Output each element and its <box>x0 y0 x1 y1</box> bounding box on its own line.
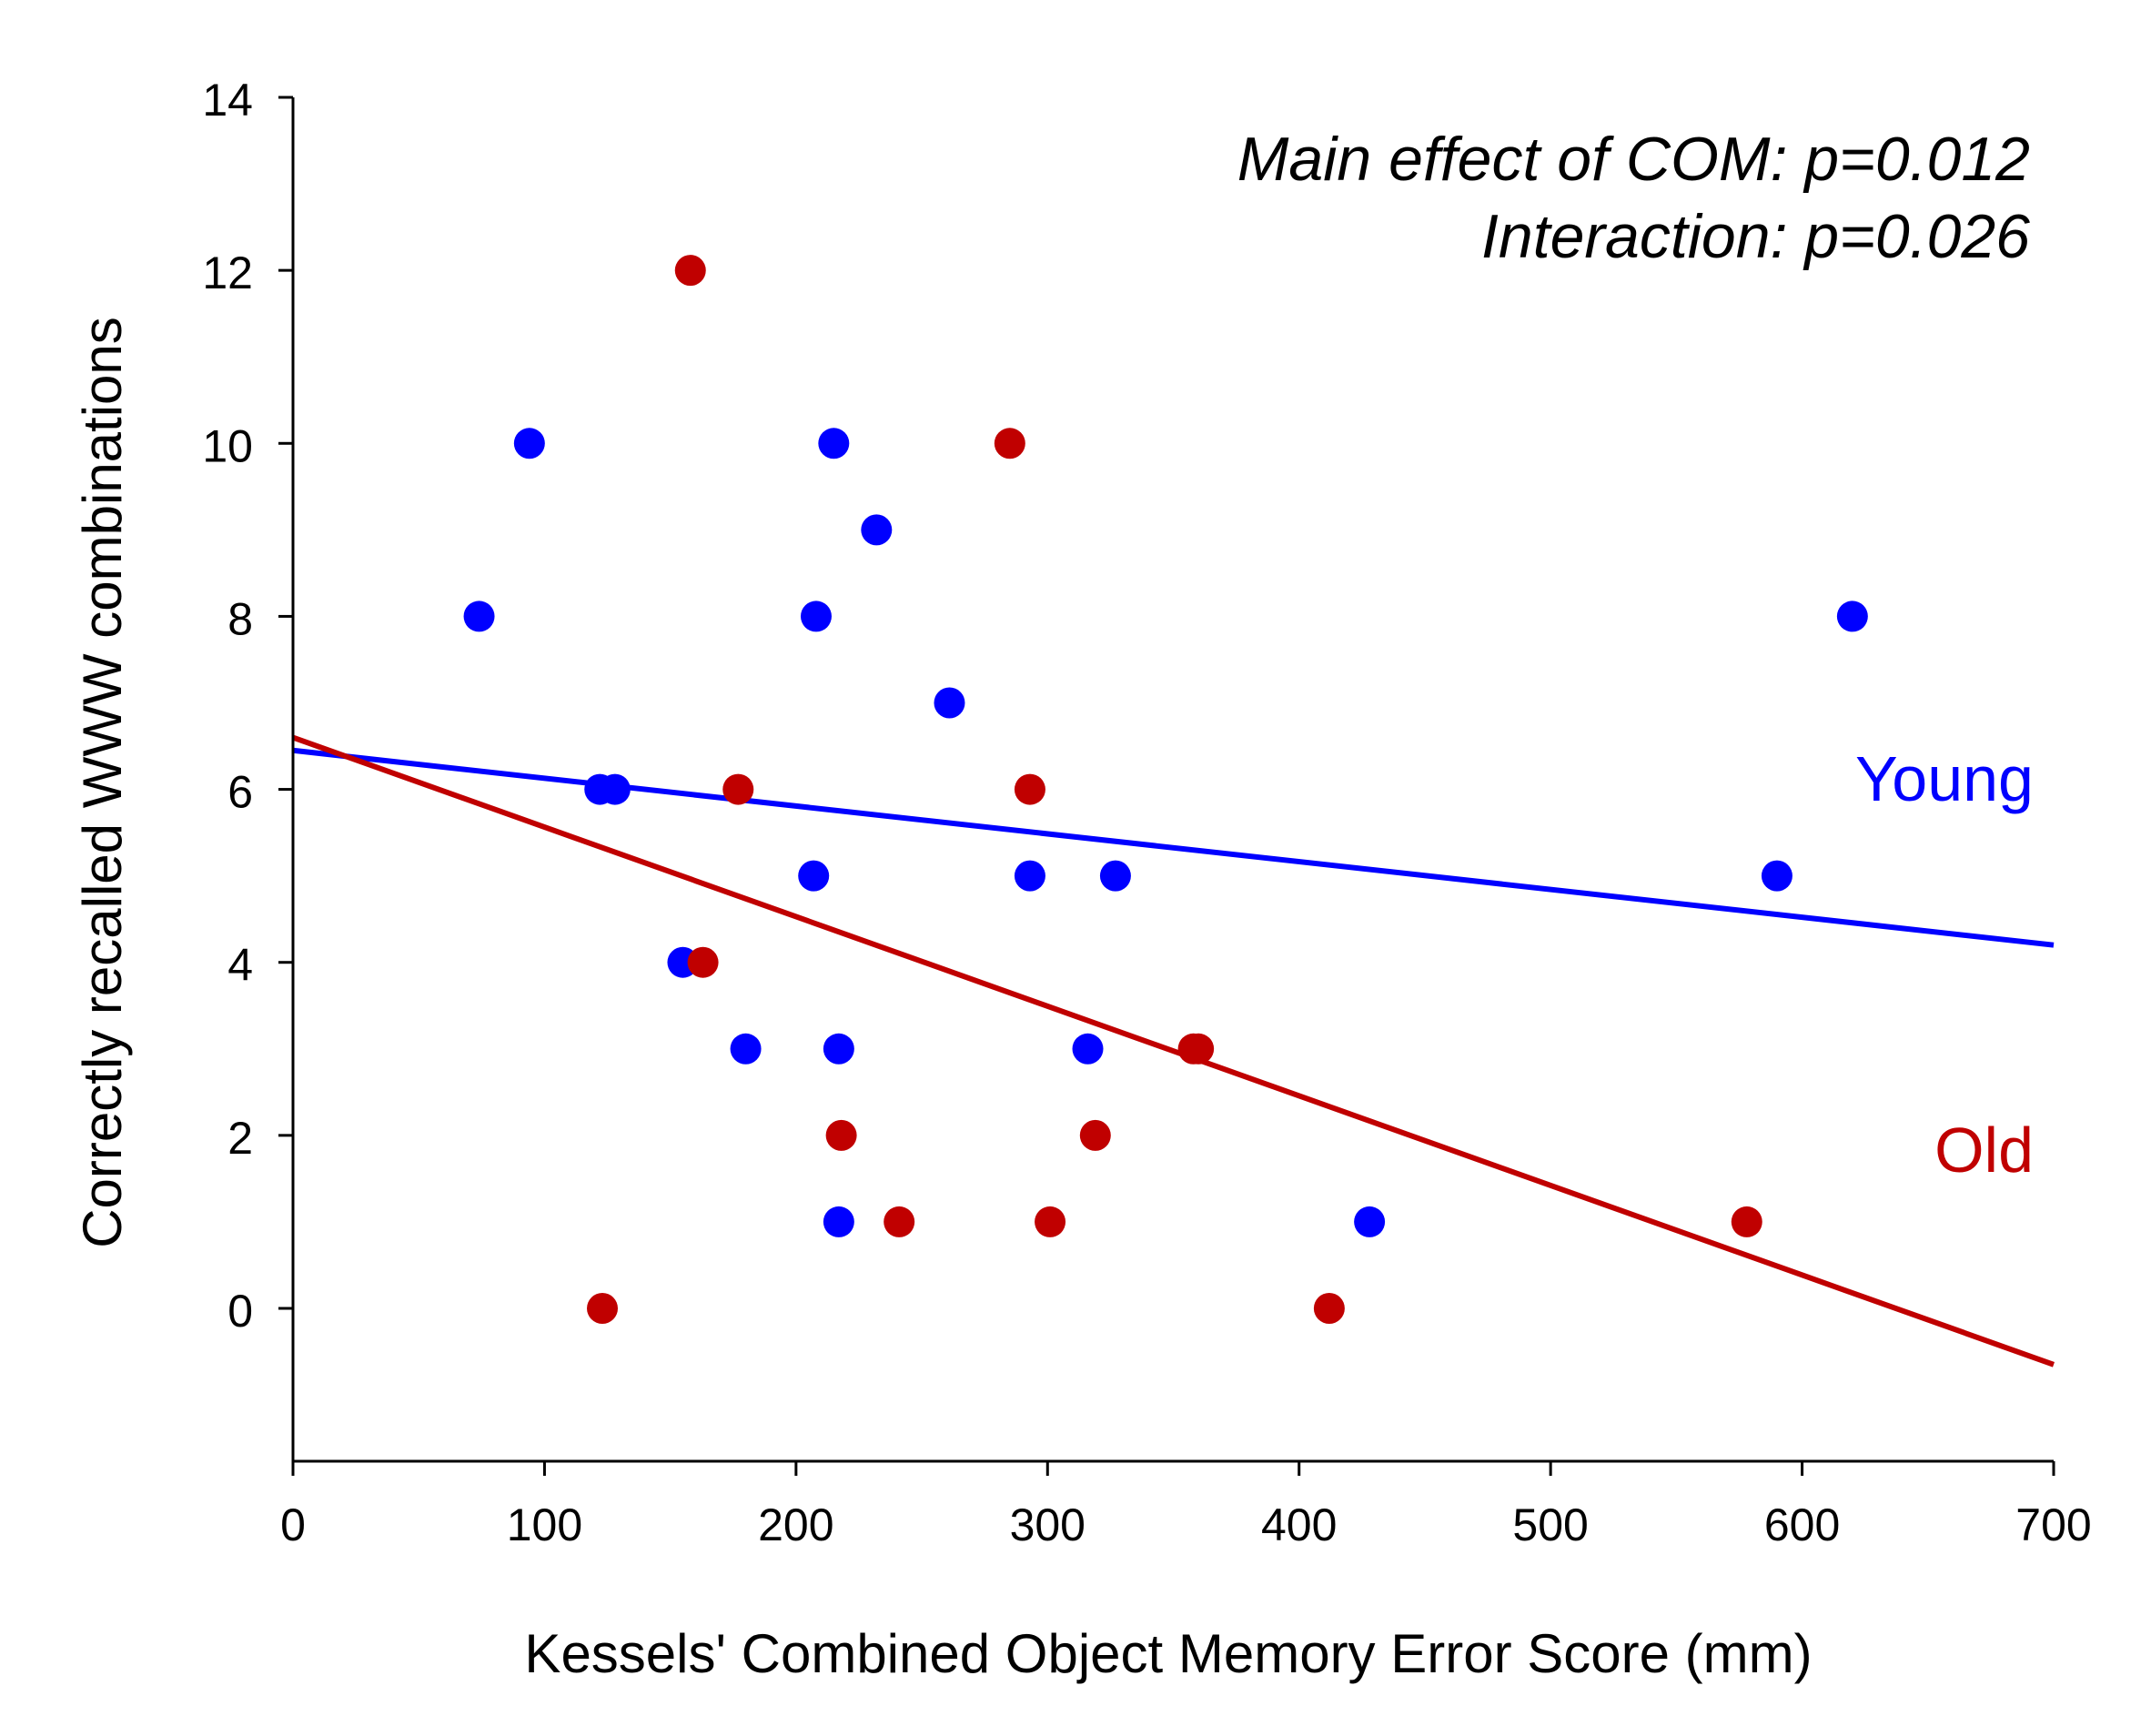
point-old <box>722 773 754 805</box>
point-young <box>513 428 545 459</box>
y-tick-label: 2 <box>227 1113 253 1164</box>
point-young <box>823 1033 854 1065</box>
series-label-old: Old <box>1934 1115 2034 1186</box>
point-young <box>1014 860 1045 892</box>
x-tick-label: 600 <box>1764 1499 1840 1550</box>
x-tick-label: 300 <box>1010 1499 1086 1550</box>
point-young <box>818 428 850 459</box>
point-old <box>1731 1206 1762 1237</box>
point-young <box>861 514 893 546</box>
fit-line-young <box>292 747 2055 948</box>
point-old <box>884 1206 915 1237</box>
y-tick-label: 8 <box>227 593 253 644</box>
point-old <box>825 1119 857 1151</box>
x-axis-label: Kessels' Combined Object Memory Error Sc… <box>524 1623 1812 1684</box>
point-young <box>1761 860 1792 892</box>
annotation-interaction: Interaction: p=0.026 <box>1481 202 2030 271</box>
y-tick-label: 12 <box>202 247 253 298</box>
x-tick-label: 0 <box>280 1499 306 1550</box>
x-tick-label: 400 <box>1261 1499 1337 1550</box>
point-young <box>1072 1033 1104 1065</box>
x-tick-label: 700 <box>2015 1499 2091 1550</box>
point-old <box>1313 1293 1345 1324</box>
series-label-young: Young <box>1855 743 2034 814</box>
point-young <box>800 601 832 632</box>
point-old <box>587 1293 619 1324</box>
point-young <box>1099 860 1131 892</box>
point-old <box>687 946 719 978</box>
x-tick-label: 200 <box>758 1499 833 1550</box>
y-tick-label: 0 <box>227 1286 253 1337</box>
fit-lines <box>291 734 2055 1368</box>
y-tick-label: 14 <box>202 75 253 126</box>
point-young <box>1354 1206 1386 1237</box>
x-tick-label: 500 <box>1512 1499 1588 1550</box>
data-points <box>463 255 1868 1324</box>
y-axis-label: Correctly recalled WWW combinations <box>72 317 133 1248</box>
point-young <box>1836 601 1868 632</box>
point-old <box>1079 1119 1111 1151</box>
point-old <box>674 255 706 287</box>
y-tick-label: 4 <box>227 940 253 991</box>
point-old <box>1183 1033 1215 1065</box>
point-young <box>823 1206 854 1237</box>
y-tick-label: 10 <box>202 420 253 471</box>
ticks: 0 2 4 6 8 10 12 14 0 100 200 300 400 500 600 700 <box>202 75 2091 1550</box>
axes <box>291 97 2054 1463</box>
point-young <box>730 1033 762 1065</box>
point-young <box>463 601 495 632</box>
annotation-main-effect: Main effect of COM: p=0.012 <box>1237 125 2030 194</box>
point-old <box>1035 1206 1066 1237</box>
point-young <box>599 773 631 805</box>
y-tick-label: 6 <box>227 767 253 818</box>
fit-line-old <box>291 734 2055 1368</box>
point-old <box>1014 773 1045 805</box>
point-young <box>798 860 830 892</box>
point-young <box>934 687 965 719</box>
point-old <box>994 428 1025 459</box>
x-tick-label: 100 <box>507 1499 582 1550</box>
